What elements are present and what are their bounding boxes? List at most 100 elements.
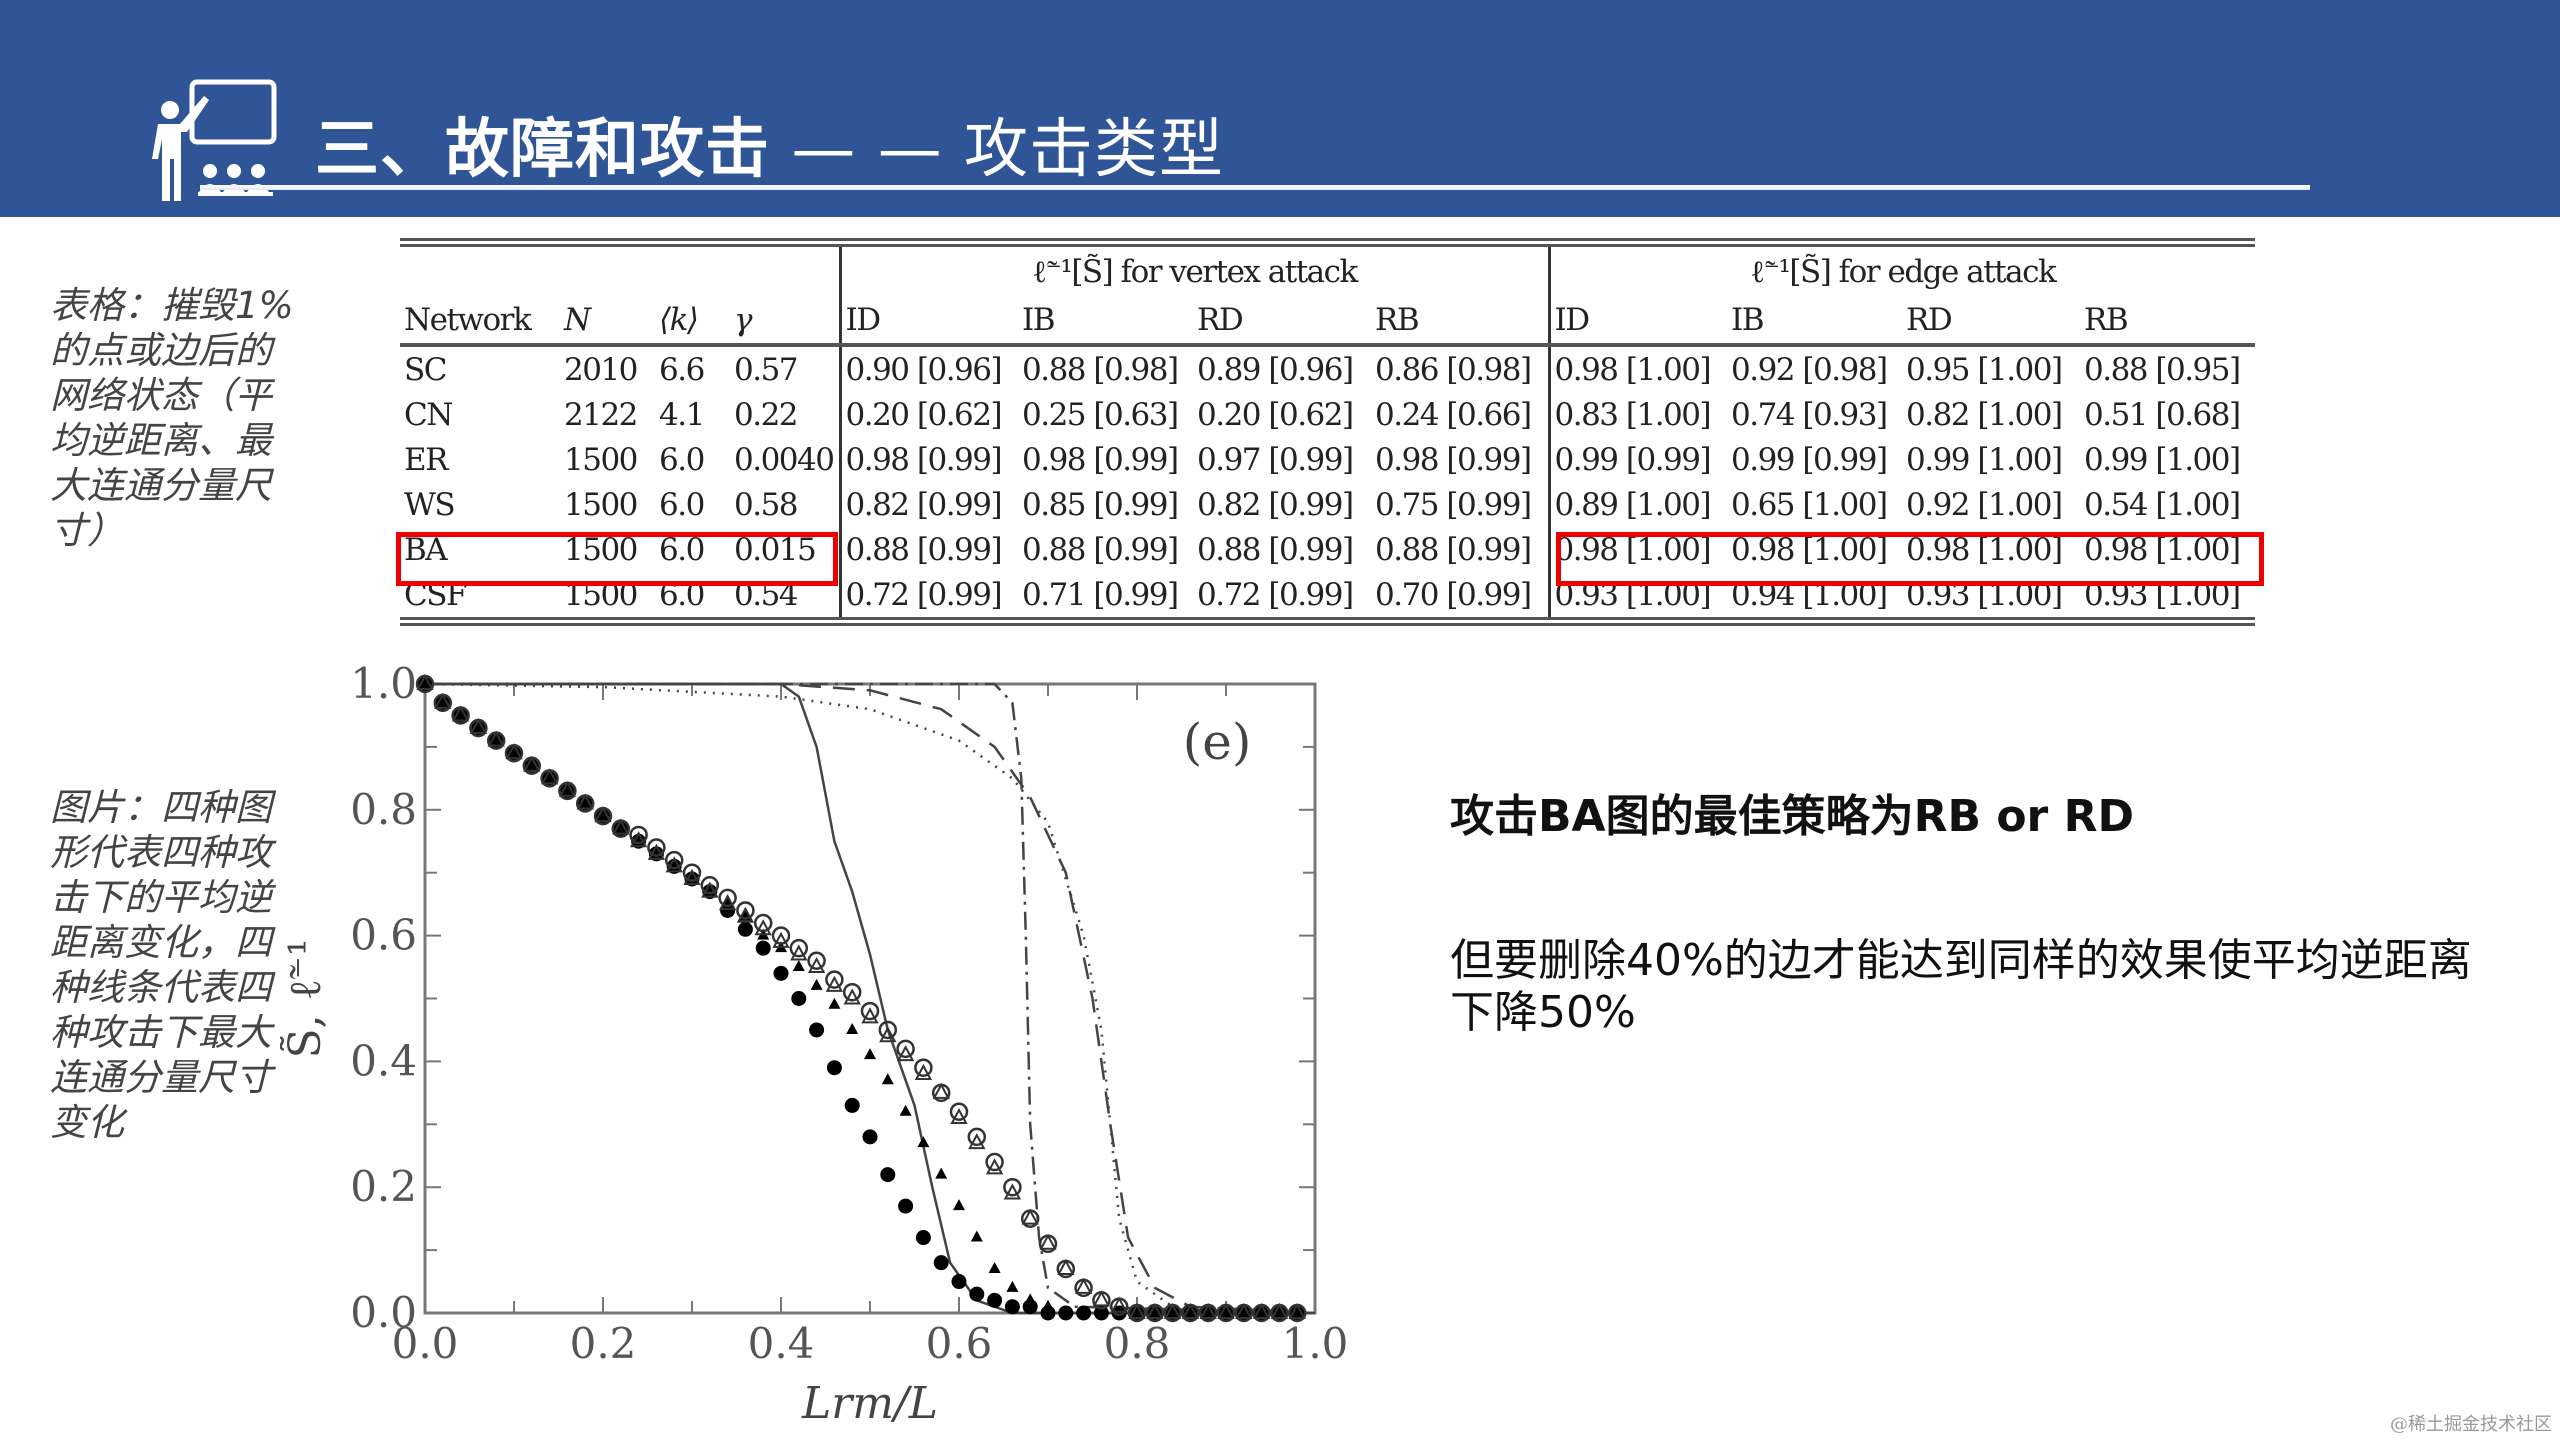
- marker-filled-triangle: [953, 1199, 965, 1211]
- x-tick-label: 0.0: [392, 1319, 459, 1368]
- table-top-rule: [400, 238, 2255, 247]
- marker-open-circle: [451, 706, 470, 725]
- marker-open-circle: [540, 769, 559, 788]
- cell: 6.0: [659, 531, 705, 568]
- cell: 0.72 [0.99]: [838, 572, 1018, 617]
- marker-filled-triangle: [828, 997, 841, 1009]
- marker-open-triangle: [665, 856, 683, 873]
- cell: 0.88 [0.99]: [1022, 531, 1179, 568]
- marker-filled-circle: [987, 1292, 1003, 1308]
- conclusion-body: 但要删除40%的边才能达到同样的效果使平均逆距离下降50%: [1450, 935, 2472, 1038]
- cell: 6.6: [659, 351, 705, 388]
- marker-open-circle: [558, 781, 577, 801]
- table-caption: 表格：摧毁1%的点或边后的网络状态（平均逆距离、最大连通分量尺寸）: [50, 284, 294, 552]
- marker-open-circle: [1234, 1303, 1254, 1323]
- marker-open-triangle: [718, 894, 737, 911]
- marker-open-circle: [1270, 1303, 1289, 1323]
- marker-filled-circle: [844, 1097, 860, 1113]
- marker-filled-triangle: [472, 721, 485, 733]
- cell: 0.71 [0.99]: [1022, 576, 1179, 613]
- vertex-attack-group-header: ℓ̃⁻¹[S̃] for vertex attack: [838, 247, 1549, 297]
- marker-open-circle: [842, 982, 862, 1002]
- edge-attack-group-header: ℓ̃⁻¹[S̃] for edge attack: [1547, 247, 2255, 297]
- marker-open-circle: [789, 938, 809, 958]
- marker-filled-triangle: [1166, 1306, 1179, 1317]
- marker-open-triangle: [861, 1007, 879, 1024]
- cell: 0.85 [0.99]: [1022, 486, 1179, 523]
- marker-open-triangle: [1021, 1208, 1039, 1225]
- cell: 0.98 [1.00]: [2084, 531, 2241, 568]
- cell: 0.82 [0.99]: [1197, 486, 1354, 523]
- cell: 0.51 [0.68]: [2084, 396, 2241, 433]
- marker-open-circle: [664, 850, 684, 870]
- marker-filled-triangle: [490, 733, 503, 745]
- marker-open-triangle: [1146, 1302, 1164, 1319]
- cell: 0.99 [0.99]: [1731, 441, 1888, 478]
- marker-open-triangle: [1270, 1302, 1289, 1319]
- cell: 0.88 [0.99]: [838, 527, 1018, 572]
- cell: 0.98 [0.99]: [1022, 441, 1179, 478]
- marker-filled-circle: [737, 921, 753, 937]
- cell: BA: [404, 531, 448, 568]
- cell: 0.99 [1.00]: [1906, 441, 2063, 478]
- table-row-ws: WS 1500 6.0 0.58 0.82 [0.99] 0.85 [0.99] 0.82…: [400, 482, 2255, 527]
- cell: 0.95 [1.00]: [1906, 351, 2063, 388]
- highlight-ba-edge-attack-box: [1556, 532, 2264, 586]
- col-vertex-rb: RB: [1371, 297, 1549, 347]
- cell: 0.58: [734, 486, 799, 523]
- marker-open-triangle: [772, 931, 790, 948]
- marker-open-triangle: [1128, 1302, 1146, 1319]
- marker-filled-circle: [826, 1060, 842, 1076]
- marker-open-triangle: [950, 1107, 968, 1125]
- curve-dotted: [424, 682, 1316, 1315]
- cell: 0.22: [734, 396, 799, 433]
- cell: 0.20 [0.62]: [1197, 396, 1354, 433]
- marker-open-triangle: [807, 956, 826, 974]
- cell: 0.92 [0.98]: [1731, 351, 1888, 388]
- marker-open-circle: [682, 863, 702, 882]
- marker-open-triangle: [434, 692, 452, 709]
- slide-header: 三、故障和攻击 — — 攻击类型: [0, 0, 2560, 217]
- cell: ER: [404, 441, 448, 478]
- cell: 0.20 [0.62]: [838, 392, 1018, 437]
- marker-filled-triangle: [899, 1104, 912, 1116]
- cell: 0.54 [1.00]: [2084, 486, 2241, 523]
- panel-label: (e): [1183, 713, 1252, 771]
- col-network: Network: [400, 297, 560, 347]
- marker-filled-triangle: [988, 1261, 1001, 1273]
- marker-open-triangle: [1217, 1302, 1235, 1319]
- marker-open-triangle: [612, 818, 630, 835]
- plot-canvas: 0.0 0.2 0.4 0.6 0.8 1.0 0.0 0.2 0.4 0.6 0.8 1.0 Lrm/…: [278, 659, 1348, 1429]
- marker-filled-circle: [809, 1022, 825, 1038]
- marker-open-triangle: [790, 944, 808, 961]
- marker-open-circle: [1020, 1209, 1040, 1228]
- marker-open-circle: [611, 819, 631, 838]
- marker-open-circle: [1252, 1303, 1271, 1323]
- marker-open-triangle: [1288, 1302, 1306, 1319]
- marker-filled-circle: [915, 1230, 931, 1246]
- marker-filled-triangle: [543, 771, 556, 783]
- marker-filled-circle: [898, 1198, 914, 1214]
- col-gamma: γ: [730, 297, 840, 347]
- cell: 0.82 [0.99]: [838, 482, 1018, 527]
- teacher-presentation-icon: [152, 79, 277, 201]
- marker-filled-circle: [880, 1167, 896, 1183]
- col-edge-ib: IB: [1727, 297, 1902, 347]
- cell: 0.72 [0.99]: [1197, 576, 1354, 613]
- cell: 0.98 [0.99]: [838, 437, 1018, 482]
- table-group-header-row: ℓ̃⁻¹[S̃] for vertex attack ℓ̃⁻¹[S̃] for …: [400, 247, 2255, 297]
- marker-open-circle: [1145, 1303, 1165, 1323]
- marker-open-triangle: [1181, 1302, 1200, 1319]
- cell: 0.86 [0.98]: [1375, 351, 1532, 388]
- results-table: ℓ̃⁻¹[S̃] for vertex attack ℓ̃⁻¹[S̃] for …: [400, 247, 2255, 617]
- cell: 0.98 [1.00]: [1731, 531, 1888, 568]
- marker-filled-triangle: [436, 695, 449, 707]
- table-column-header-row: Network N ⟨k⟩ γ ID IB RD RB ID IB RD RB: [400, 297, 2255, 347]
- marker-open-circle: [1092, 1291, 1111, 1310]
- marker-open-circle: [914, 1058, 933, 1077]
- cell: 0.015: [734, 531, 817, 568]
- highlight-ba-network-box: [396, 532, 838, 586]
- marker-filled-circle: [862, 1129, 878, 1145]
- col-n: N: [560, 297, 655, 347]
- cell: 6.0: [659, 441, 705, 478]
